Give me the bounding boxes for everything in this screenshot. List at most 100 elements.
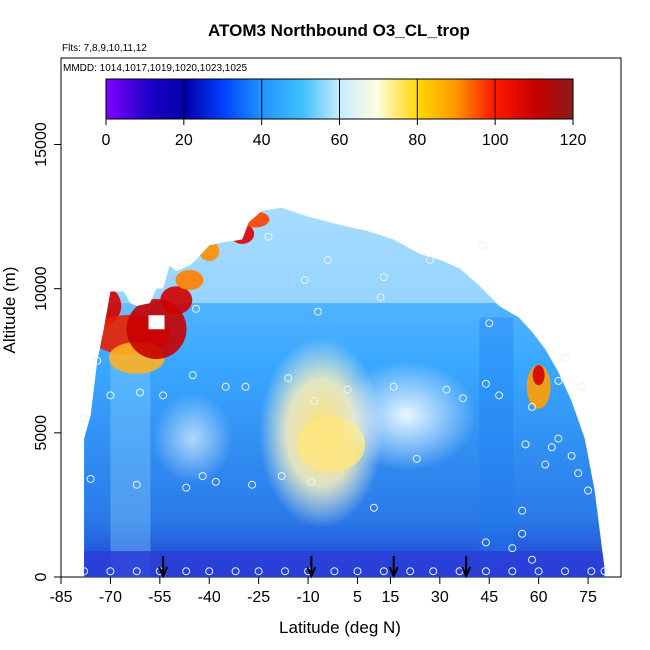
sample-point: [221, 382, 230, 391]
sample-point: [518, 506, 527, 515]
surface-point: [281, 567, 289, 576]
dates-subtitle: MMDD: 1014,1017,1019,1020,1023,1025: [63, 63, 247, 74]
sample-point: [300, 276, 309, 285]
surface-point: [132, 567, 141, 576]
sample-point: [264, 232, 273, 241]
column-dark: [479, 317, 514, 563]
sample-point: [379, 273, 388, 282]
sample-point: [481, 379, 490, 388]
surface-point: [106, 567, 115, 576]
sample-point: [567, 451, 576, 460]
x-tick-label: 5: [353, 589, 362, 606]
sample-point: [508, 544, 517, 553]
sample-point: [307, 477, 316, 486]
sample-point: [541, 460, 550, 469]
x-tick-label: -85: [49, 589, 72, 606]
colorbar-tick-label: 60: [331, 132, 349, 149]
sample-point: [481, 538, 490, 547]
sample-point: [188, 371, 197, 380]
sample-point: [192, 304, 201, 313]
sample-point: [478, 241, 487, 250]
surface-point: [182, 567, 191, 576]
field-layers: [84, 207, 605, 577]
sample-point: [313, 307, 322, 316]
surface-point: [534, 567, 543, 576]
sample-point: [211, 477, 220, 486]
sample-point: [198, 472, 207, 481]
sample-point: [248, 480, 257, 489]
surface-point: [600, 567, 609, 576]
sample-point: [310, 397, 319, 406]
colorbar-tick-label: 120: [560, 132, 587, 149]
x-axis: -85 -70 -55 -40 -25 -10 5 15 30 45 60 75: [49, 577, 597, 606]
high-ozone-patch: [175, 270, 204, 291]
colorbar-tick-label: 100: [482, 132, 509, 149]
sample-point: [561, 353, 569, 362]
sample-point: [554, 376, 563, 385]
sample-point: [518, 529, 527, 538]
surface-point: [353, 567, 362, 576]
surface-point: [561, 567, 569, 576]
sample-point: [577, 382, 586, 391]
sample-point: [495, 391, 504, 400]
y-tick-label: 5000: [33, 415, 50, 451]
sample-point: [343, 385, 352, 394]
high-ozone-patch: [160, 286, 193, 315]
sample-point: [86, 474, 95, 483]
y-tick-label: 0: [33, 572, 50, 581]
upper-pale-band: [84, 207, 605, 304]
y-tick-label: 15000: [33, 122, 50, 167]
sample-point: [376, 293, 385, 302]
colorbar-tick-label: 0: [102, 132, 111, 149]
x-tick-label: 60: [530, 589, 548, 606]
sample-point: [80, 414, 89, 423]
x-tick-label: -25: [247, 589, 270, 606]
colorbar: 0 20 40 60 80 100 120: [102, 78, 587, 149]
y-tick-label: 10000: [33, 266, 50, 311]
sample-point: [528, 555, 537, 564]
sample-point: [399, 408, 408, 417]
sample-point: [521, 440, 530, 449]
sample-point: [241, 382, 250, 391]
surface-point: [587, 567, 596, 576]
colorbar-ticks: 0 20 40 60 80 100 120: [102, 79, 587, 149]
sample-point: [136, 388, 145, 397]
flight-arrow-head: [158, 566, 169, 579]
sample-point: [93, 356, 102, 365]
high-ozone-patch: [526, 364, 551, 409]
sample-point: [106, 391, 115, 400]
flight-arrow-head: [461, 566, 472, 579]
x-tick-label: -10: [296, 589, 319, 606]
x-tick-label: -70: [99, 589, 122, 606]
surface-point: [379, 567, 388, 576]
surface-point: [330, 567, 339, 576]
sample-point: [442, 385, 451, 394]
sample-point: [369, 503, 378, 512]
curtain-field: [84, 207, 605, 577]
surface-point: [508, 567, 517, 576]
sample-point: [425, 255, 434, 264]
sample-point: [182, 483, 191, 492]
missing-cell: [148, 315, 165, 330]
sample-point: [574, 469, 583, 478]
x-tick-label: 75: [579, 589, 597, 606]
flight-arrow-head: [388, 566, 399, 579]
surface-point: [80, 567, 89, 576]
surface-point: [254, 567, 263, 576]
x-tick-label: -40: [198, 589, 221, 606]
sample-point: [159, 391, 168, 400]
sample-point: [528, 402, 537, 411]
sample-point: [584, 486, 593, 495]
colorbar-tick-label: 80: [408, 132, 426, 149]
surface-point: [406, 567, 415, 576]
sample-point: [389, 382, 398, 391]
high-ozone-patch: [532, 365, 545, 386]
sample-point: [458, 394, 467, 403]
colorbar-tick-label: 40: [253, 132, 271, 149]
x-tick-label: -55: [148, 589, 171, 606]
sample-point: [547, 443, 556, 452]
surface-point: [429, 567, 438, 576]
pale-region: [336, 360, 477, 471]
sample-points: [80, 232, 609, 576]
